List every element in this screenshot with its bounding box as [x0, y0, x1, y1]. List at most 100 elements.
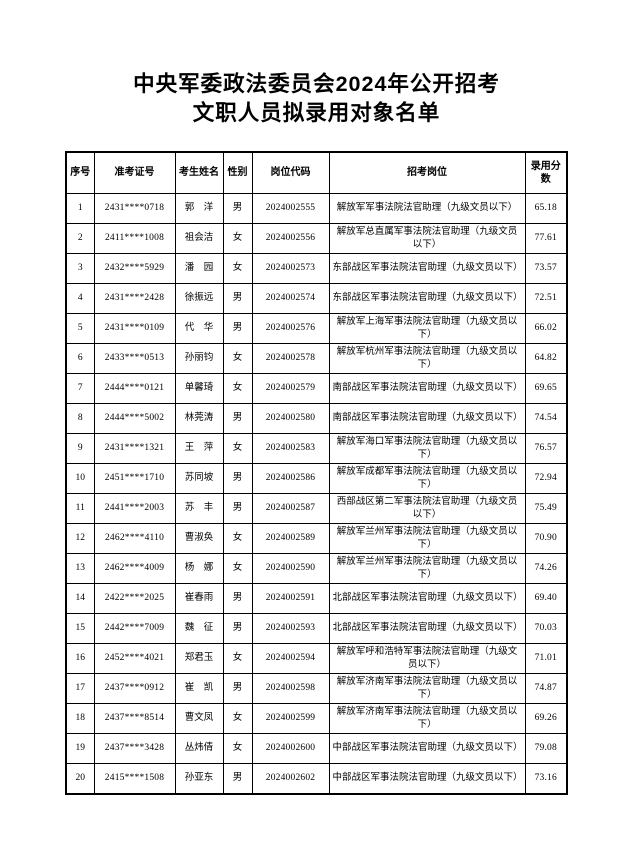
- cell-position-code: 2024002583: [251, 433, 330, 465]
- header-position-code: 岗位代码: [251, 151, 330, 195]
- cell-serial-number: 19: [65, 733, 95, 765]
- cell-ticket-number: 2437****8514: [93, 703, 176, 735]
- cell-recruitment-position: 解放军兰州军事法院法官助理（九级文员以下）: [328, 553, 526, 585]
- cell-gender: 女: [222, 703, 253, 735]
- cell-admission-score: 70.03: [524, 613, 568, 645]
- cell-candidate-name: 魏 征: [174, 613, 224, 645]
- cell-candidate-name: 单馨琦: [174, 373, 224, 405]
- cell-ticket-number: 2451****1710: [93, 463, 176, 495]
- header-admission-score: 录用分数: [524, 151, 568, 195]
- cell-recruitment-position: 解放军成都军事法院法官助理（九级文员以下）: [328, 463, 526, 495]
- cell-position-code: 2024002591: [251, 583, 330, 615]
- cell-candidate-name: 苏 丰: [174, 493, 224, 525]
- cell-admission-score: 71.01: [524, 643, 568, 675]
- cell-admission-score: 72.51: [524, 283, 568, 315]
- cell-ticket-number: 2431****1321: [93, 433, 176, 465]
- cell-candidate-name: 郑君玉: [174, 643, 224, 675]
- cell-ticket-number: 2442****7009: [93, 613, 176, 645]
- cell-gender: 男: [222, 763, 253, 795]
- cell-admission-score: 74.87: [524, 673, 568, 705]
- table-row: 12 2462****4110 曹淑奂 女 2024002589 解放军兰州军事…: [65, 523, 568, 555]
- roster-table: 序号 准考证号 考生姓名 性别 岗位代码 招考岗位 录用分数 1 2431***…: [65, 151, 568, 796]
- cell-recruitment-position: 解放军呼和浩特军事法院法官助理（九级文员以下）: [328, 643, 526, 675]
- table-row: 15 2442****7009 魏 征 男 2024002593 北部战区军事法…: [65, 613, 568, 645]
- cell-recruitment-position: 北部战区军事法院法官助理（九级文员以下）: [328, 613, 526, 645]
- cell-serial-number: 17: [65, 673, 95, 705]
- cell-position-code: 2024002599: [251, 703, 330, 735]
- cell-recruitment-position: 解放军杭州军事法院法官助理（九级文员以下）: [328, 343, 526, 375]
- table-row: 17 2437****0912 崔 凯 男 2024002598 解放军济南军事…: [65, 673, 568, 705]
- cell-admission-score: 69.65: [524, 373, 568, 405]
- cell-ticket-number: 2431****2428: [93, 283, 176, 315]
- header-gender: 性别: [222, 151, 253, 195]
- cell-admission-score: 74.54: [524, 403, 568, 435]
- cell-recruitment-position: 东部战区军事法院法官助理（九级文员以下）: [328, 253, 526, 285]
- cell-admission-score: 75.49: [524, 493, 568, 525]
- cell-gender: 女: [222, 643, 253, 675]
- cell-gender: 男: [222, 283, 253, 315]
- cell-candidate-name: 孙亚东: [174, 763, 224, 795]
- cell-ticket-number: 2444****5002: [93, 403, 176, 435]
- cell-recruitment-position: 西部战区第二军事法院法官助理（九级文员以下）: [328, 493, 526, 525]
- cell-position-code: 2024002593: [251, 613, 330, 645]
- cell-admission-score: 69.26: [524, 703, 568, 735]
- cell-gender: 女: [222, 523, 253, 555]
- table-row: 19 2437****3428 丛炜倩 女 2024002600 中部战区军事法…: [65, 733, 568, 765]
- cell-serial-number: 4: [65, 283, 95, 315]
- table-row: 20 2415****1508 孙亚东 男 2024002602 中部战区军事法…: [65, 763, 568, 795]
- header-serial-number: 序号: [65, 151, 95, 195]
- table-row: 3 2432****5929 潘 园 女 2024002573 东部战区军事法院…: [65, 253, 568, 285]
- cell-candidate-name: 崔春雨: [174, 583, 224, 615]
- cell-gender: 男: [222, 463, 253, 495]
- cell-position-code: 2024002600: [251, 733, 330, 765]
- cell-ticket-number: 2437****0912: [93, 673, 176, 705]
- cell-gender: 男: [222, 193, 253, 225]
- cell-candidate-name: 曹淑奂: [174, 523, 224, 555]
- cell-admission-score: 73.16: [524, 763, 568, 795]
- cell-gender: 女: [222, 433, 253, 465]
- cell-ticket-number: 2422****2025: [93, 583, 176, 615]
- cell-serial-number: 10: [65, 463, 95, 495]
- cell-position-code: 2024002580: [251, 403, 330, 435]
- document-title: 中央军委政法委员会2024年公开招考 文职人员拟录用对象名单: [0, 0, 633, 128]
- cell-candidate-name: 丛炜倩: [174, 733, 224, 765]
- cell-gender: 女: [222, 553, 253, 585]
- cell-admission-score: 64.82: [524, 343, 568, 375]
- cell-candidate-name: 祖会洁: [174, 223, 224, 255]
- cell-serial-number: 18: [65, 703, 95, 735]
- cell-serial-number: 7: [65, 373, 95, 405]
- table-header: 序号 准考证号 考生姓名 性别 岗位代码 招考岗位 录用分数: [65, 151, 568, 195]
- cell-recruitment-position: 中部战区军事法院法官助理（九级文员以下）: [328, 763, 526, 795]
- cell-gender: 男: [222, 313, 253, 345]
- cell-serial-number: 12: [65, 523, 95, 555]
- cell-gender: 女: [222, 373, 253, 405]
- cell-gender: 男: [222, 493, 253, 525]
- cell-position-code: 2024002573: [251, 253, 330, 285]
- cell-recruitment-position: 解放军海口军事法院法官助理（九级文员以下）: [328, 433, 526, 465]
- cell-position-code: 2024002602: [251, 763, 330, 795]
- cell-position-code: 2024002587: [251, 493, 330, 525]
- table-row: 1 2431****0718 郭 洋 男 2024002555 解放军军事法院法…: [65, 193, 568, 225]
- cell-candidate-name: 林莞涛: [174, 403, 224, 435]
- table-row: 14 2422****2025 崔春雨 男 2024002591 北部战区军事法…: [65, 583, 568, 615]
- cell-candidate-name: 曹文凤: [174, 703, 224, 735]
- cell-candidate-name: 郭 洋: [174, 193, 224, 225]
- cell-recruitment-position: 解放军军事法院法官助理（九级文员以下）: [328, 193, 526, 225]
- cell-ticket-number: 2411****1008: [93, 223, 176, 255]
- cell-admission-score: 74.26: [524, 553, 568, 585]
- cell-ticket-number: 2437****3428: [93, 733, 176, 765]
- cell-position-code: 2024002555: [251, 193, 330, 225]
- header-candidate-name: 考生姓名: [174, 151, 224, 195]
- cell-serial-number: 8: [65, 403, 95, 435]
- table-row: 7 2444****0121 单馨琦 女 2024002579 南部战区军事法院…: [65, 373, 568, 405]
- cell-serial-number: 3: [65, 253, 95, 285]
- cell-recruitment-position: 北部战区军事法院法官助理（九级文员以下）: [328, 583, 526, 615]
- table-row: 8 2444****5002 林莞涛 男 2024002580 南部战区军事法院…: [65, 403, 568, 435]
- cell-recruitment-position: 东部战区军事法院法官助理（九级文员以下）: [328, 283, 526, 315]
- cell-serial-number: 15: [65, 613, 95, 645]
- cell-position-code: 2024002579: [251, 373, 330, 405]
- table-row: 13 2462****4009 杨 娜 女 2024002590 解放军兰州军事…: [65, 553, 568, 585]
- table-body: 1 2431****0718 郭 洋 男 2024002555 解放军军事法院法…: [65, 193, 568, 795]
- cell-serial-number: 5: [65, 313, 95, 345]
